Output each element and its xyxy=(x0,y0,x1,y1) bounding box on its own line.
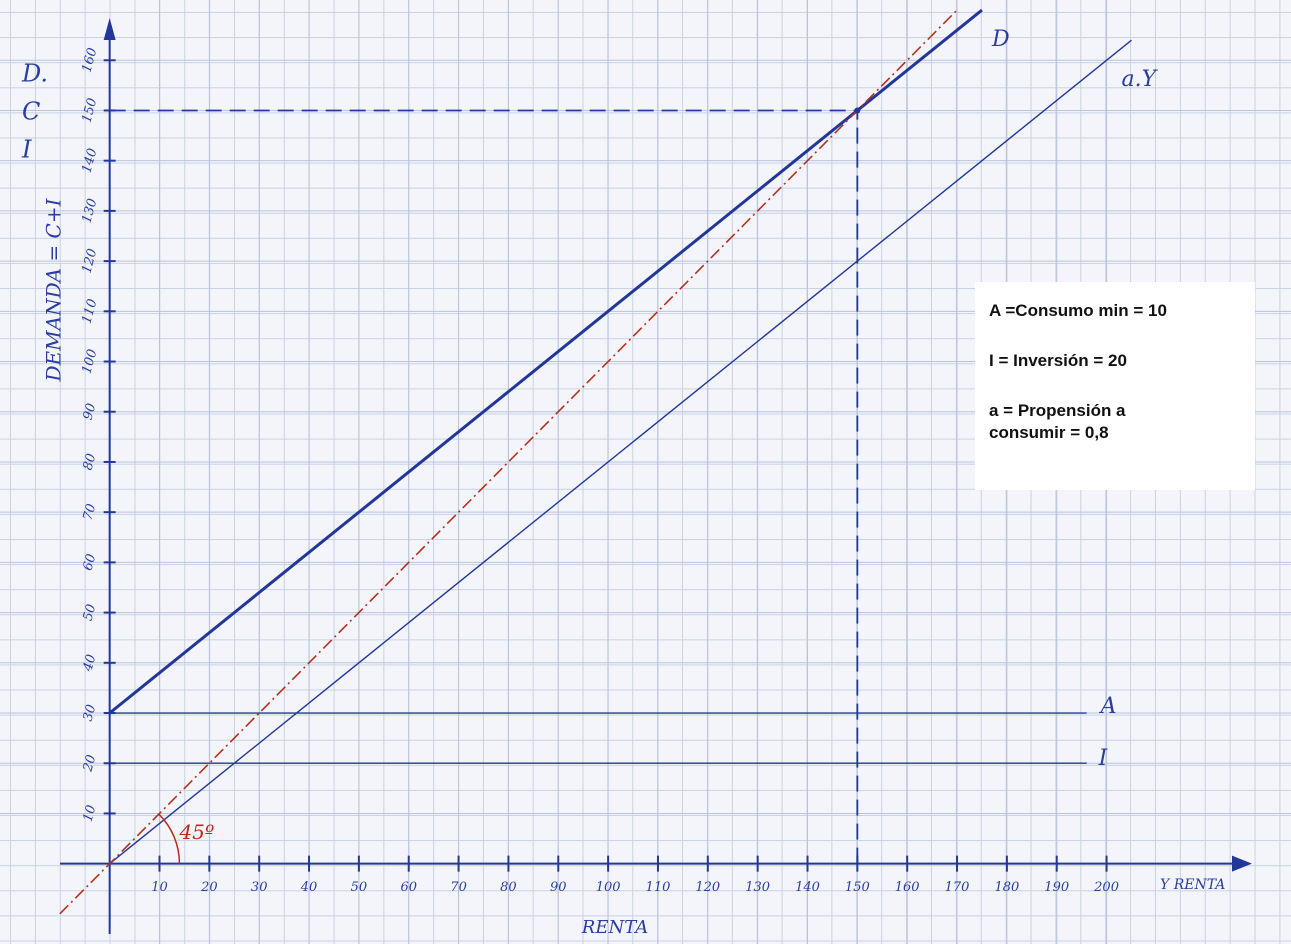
y-tick-label: 30 xyxy=(81,703,100,723)
series-label: I xyxy=(1098,746,1109,771)
y-axis-title: C xyxy=(22,98,40,126)
x-tick-label: 180 xyxy=(994,880,1019,895)
note: I = Inversión = 20 xyxy=(989,350,1189,372)
x-tick-label: 40 xyxy=(300,880,318,895)
x-tick-label: 30 xyxy=(251,880,268,895)
equilibrium-point xyxy=(854,107,860,113)
x-label: RENTA xyxy=(581,917,648,938)
x-tick-label: 140 xyxy=(795,880,820,895)
legend-box: A =Consumo min = 10 I = Inversión = 20 a =… xyxy=(975,282,1255,490)
page: 10 20 30 40 50 60 70 80 90 100 110 120 130 140 150 160 1… xyxy=(0,0,1291,944)
x-tick-label: 170 xyxy=(945,880,970,895)
y-tick-label: 70 xyxy=(81,502,100,522)
x-axis-title: Y RENTA xyxy=(1160,877,1225,893)
y-tick-label: 60 xyxy=(81,552,100,572)
x-tick-label: 120 xyxy=(695,880,720,895)
y-tick-label: 50 xyxy=(81,603,100,623)
x-tick-label: 80 xyxy=(500,880,517,895)
x-tick-label: 200 xyxy=(1093,880,1119,895)
y-tick-label: 150 xyxy=(80,97,101,125)
y-tick-label: 130 xyxy=(80,197,101,225)
x-tick-label: 60 xyxy=(400,880,417,895)
y-tick-label: 10 xyxy=(81,804,100,824)
y-tick-label: 140 xyxy=(80,147,101,175)
y-tick-label: 110 xyxy=(80,297,101,325)
y-tick-label: 160 xyxy=(80,46,101,74)
x-tick-label: 10 xyxy=(151,880,168,895)
x-tick-label: 20 xyxy=(200,880,218,895)
y-arrow xyxy=(104,18,116,40)
x-tick-label: 130 xyxy=(745,880,770,895)
note: a = Propensión a consumir = 0,8 xyxy=(989,400,1189,444)
y-tick-label: 80 xyxy=(81,452,100,472)
y-axis-title: I xyxy=(21,136,32,164)
x-arrow xyxy=(1232,856,1252,872)
note: A =Consumo min = 10 xyxy=(989,300,1189,322)
y-tick-label: 100 xyxy=(80,348,101,376)
x-tick-label: 190 xyxy=(1044,880,1069,895)
x-tick-label: 110 xyxy=(646,880,671,895)
series-label: A xyxy=(1099,694,1117,719)
x-tick-label: 160 xyxy=(895,880,920,895)
x-tick-label: 70 xyxy=(450,880,467,895)
y-label: DEMANDA = C+I xyxy=(42,197,66,382)
series-label: a.Y xyxy=(1121,67,1158,92)
x-tick-label: 90 xyxy=(550,880,567,895)
x-tick-label: 150 xyxy=(845,880,870,895)
series-label: D xyxy=(991,27,1010,52)
x-tick-label: 100 xyxy=(596,880,621,895)
x-tick-label: 50 xyxy=(351,880,368,895)
y-tick-label: 120 xyxy=(80,247,101,275)
y-tick-label: 20 xyxy=(80,753,99,774)
angle-label: 45º xyxy=(178,820,214,844)
y-axis-title: D. xyxy=(21,60,48,88)
y-tick-label: 40 xyxy=(80,653,99,674)
y-tick-label: 90 xyxy=(81,402,100,422)
